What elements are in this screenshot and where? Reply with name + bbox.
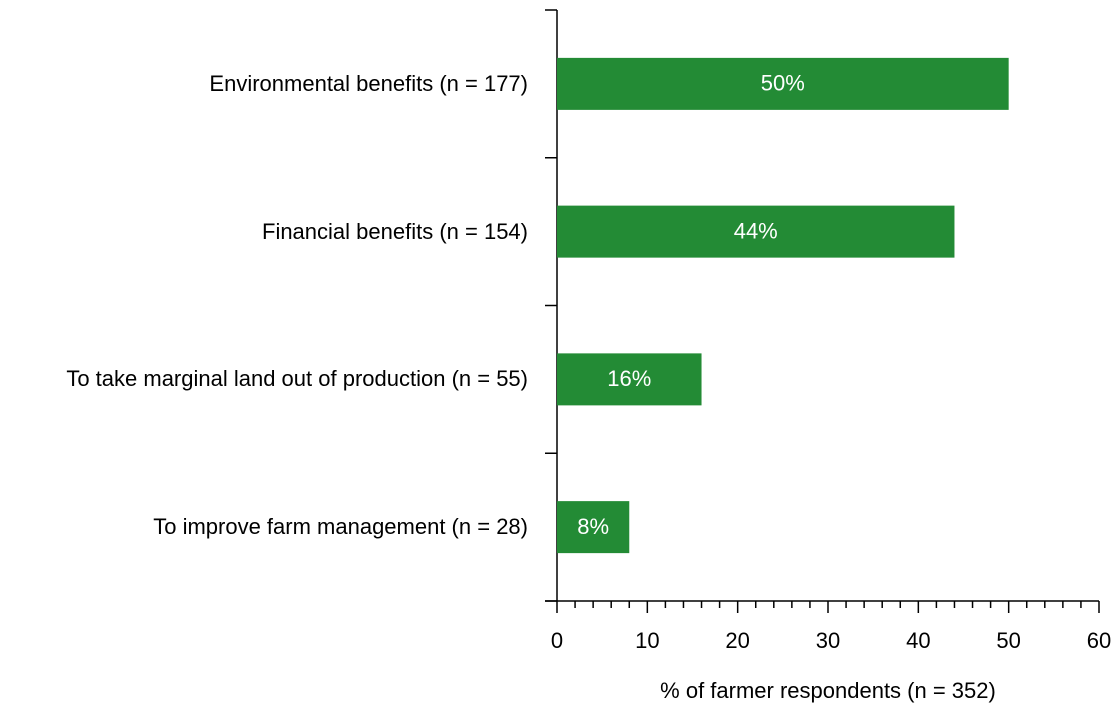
- y-tick-label: Financial benefits (n = 154): [262, 218, 528, 244]
- bar: [557, 57, 1009, 110]
- x-tick-label: 60: [1087, 628, 1111, 653]
- x-tick-label: 0: [551, 628, 563, 653]
- y-tick-label: To take marginal land out of production …: [66, 366, 528, 392]
- x-tick-label: 20: [725, 628, 749, 653]
- bar: [557, 205, 955, 258]
- x-tick-label: 30: [816, 628, 840, 653]
- y-tick-label: To improve farm management (n = 28): [153, 514, 528, 540]
- bar: [557, 501, 630, 554]
- x-tick-label: 50: [996, 628, 1020, 653]
- value-label: 16%: [607, 366, 651, 391]
- bar: [557, 353, 702, 406]
- value-label: 50%: [761, 71, 805, 96]
- x-tick-label: 40: [906, 628, 930, 653]
- value-label: 8%: [577, 514, 609, 539]
- value-label: 44%: [734, 218, 778, 243]
- x-tick-label: 10: [635, 628, 659, 653]
- y-tick-label: Environmental benefits (n = 177): [209, 70, 528, 96]
- x-axis-label: % of farmer respondents (n = 352): [660, 678, 996, 703]
